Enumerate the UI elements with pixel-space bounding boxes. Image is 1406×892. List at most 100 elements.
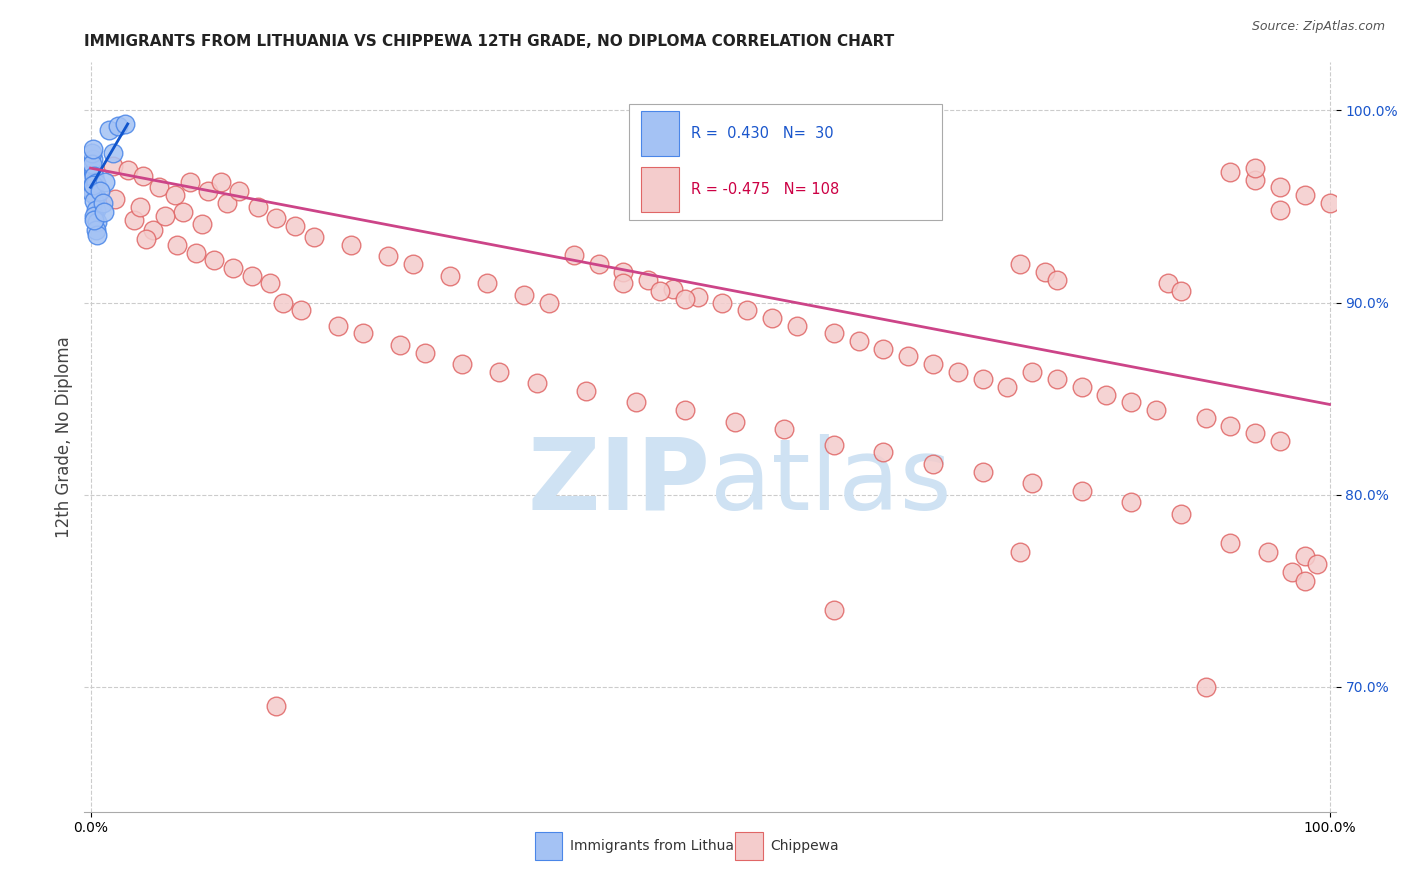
Point bbox=[129, 200, 152, 214]
Point bbox=[1257, 545, 1279, 559]
FancyBboxPatch shape bbox=[628, 103, 942, 219]
Point bbox=[872, 342, 894, 356]
Point bbox=[662, 282, 685, 296]
Point bbox=[86, 228, 108, 243]
Point bbox=[91, 195, 114, 210]
Point bbox=[1281, 565, 1303, 579]
Point bbox=[588, 257, 610, 271]
Point bbox=[1121, 395, 1143, 409]
Point bbox=[872, 445, 894, 459]
Point bbox=[266, 211, 288, 225]
Point bbox=[82, 178, 104, 193]
Point bbox=[823, 438, 845, 452]
Point bbox=[972, 372, 994, 386]
Point bbox=[451, 357, 474, 371]
Point bbox=[352, 326, 374, 341]
Point bbox=[612, 277, 634, 291]
Y-axis label: 12th Grade, No Diploma: 12th Grade, No Diploma bbox=[55, 336, 73, 538]
Point bbox=[83, 213, 105, 227]
Point bbox=[1294, 574, 1316, 589]
Point bbox=[526, 376, 548, 391]
Point bbox=[80, 186, 103, 200]
Point bbox=[673, 403, 696, 417]
Point bbox=[972, 465, 994, 479]
Point bbox=[179, 175, 201, 189]
Text: Source: ZipAtlas.com: Source: ZipAtlas.com bbox=[1251, 20, 1385, 33]
Point bbox=[1157, 277, 1180, 291]
Point bbox=[209, 175, 232, 189]
Point bbox=[259, 277, 281, 291]
Point bbox=[773, 422, 796, 436]
Point bbox=[402, 257, 425, 271]
Point bbox=[475, 277, 498, 291]
Point bbox=[735, 303, 758, 318]
Point bbox=[84, 222, 107, 236]
FancyBboxPatch shape bbox=[735, 832, 762, 861]
Point bbox=[84, 203, 107, 218]
Point bbox=[848, 334, 870, 348]
Point bbox=[724, 415, 747, 429]
Point bbox=[107, 119, 129, 133]
Point bbox=[673, 292, 696, 306]
Point bbox=[84, 190, 107, 204]
Point bbox=[1219, 535, 1241, 549]
Point bbox=[823, 603, 845, 617]
Point bbox=[1194, 680, 1216, 694]
Text: Immigrants from Lithuania: Immigrants from Lithuania bbox=[569, 839, 755, 853]
Point bbox=[83, 175, 105, 189]
Text: IMMIGRANTS FROM LITHUANIA VS CHIPPEWA 12TH GRADE, NO DIPLOMA CORRELATION CHART: IMMIGRANTS FROM LITHUANIA VS CHIPPEWA 12… bbox=[84, 34, 894, 49]
Point bbox=[786, 318, 808, 333]
Point bbox=[141, 222, 163, 236]
Text: Chippewa: Chippewa bbox=[770, 839, 839, 853]
Point bbox=[562, 247, 585, 261]
Point bbox=[191, 217, 214, 231]
Point bbox=[84, 177, 107, 191]
Point bbox=[82, 142, 104, 156]
Point bbox=[1033, 265, 1056, 279]
Point bbox=[1046, 272, 1069, 286]
Point bbox=[1194, 410, 1216, 425]
Point bbox=[1306, 557, 1329, 571]
Point bbox=[1170, 284, 1192, 298]
Point bbox=[80, 170, 103, 185]
Point bbox=[215, 195, 238, 210]
Point bbox=[761, 310, 783, 325]
Point bbox=[80, 145, 103, 160]
Point bbox=[83, 169, 105, 183]
Point bbox=[86, 215, 108, 229]
Point bbox=[1219, 165, 1241, 179]
Point bbox=[197, 184, 219, 198]
Point bbox=[1070, 483, 1092, 498]
Point bbox=[1319, 195, 1341, 210]
Point bbox=[1144, 403, 1167, 417]
Point bbox=[686, 290, 709, 304]
Point bbox=[922, 457, 945, 471]
Point bbox=[89, 184, 111, 198]
Point bbox=[711, 295, 734, 310]
Point bbox=[222, 260, 245, 275]
Point bbox=[148, 180, 170, 194]
Point bbox=[101, 145, 124, 160]
Point bbox=[122, 213, 145, 227]
Point bbox=[83, 180, 105, 194]
Point bbox=[98, 122, 121, 136]
Point bbox=[439, 268, 461, 283]
Point bbox=[131, 169, 153, 183]
Point bbox=[624, 395, 647, 409]
Point bbox=[1170, 507, 1192, 521]
Point bbox=[93, 205, 115, 219]
Point bbox=[946, 365, 969, 379]
FancyBboxPatch shape bbox=[534, 832, 562, 861]
Point bbox=[1046, 372, 1069, 386]
Point bbox=[302, 230, 325, 244]
Point bbox=[83, 194, 105, 208]
Point bbox=[172, 205, 194, 219]
Point bbox=[104, 192, 127, 206]
Point bbox=[228, 184, 250, 198]
Point bbox=[537, 295, 560, 310]
FancyBboxPatch shape bbox=[641, 112, 679, 156]
Point bbox=[823, 326, 845, 341]
Point bbox=[413, 345, 436, 359]
Point bbox=[650, 284, 672, 298]
Point bbox=[1121, 495, 1143, 509]
